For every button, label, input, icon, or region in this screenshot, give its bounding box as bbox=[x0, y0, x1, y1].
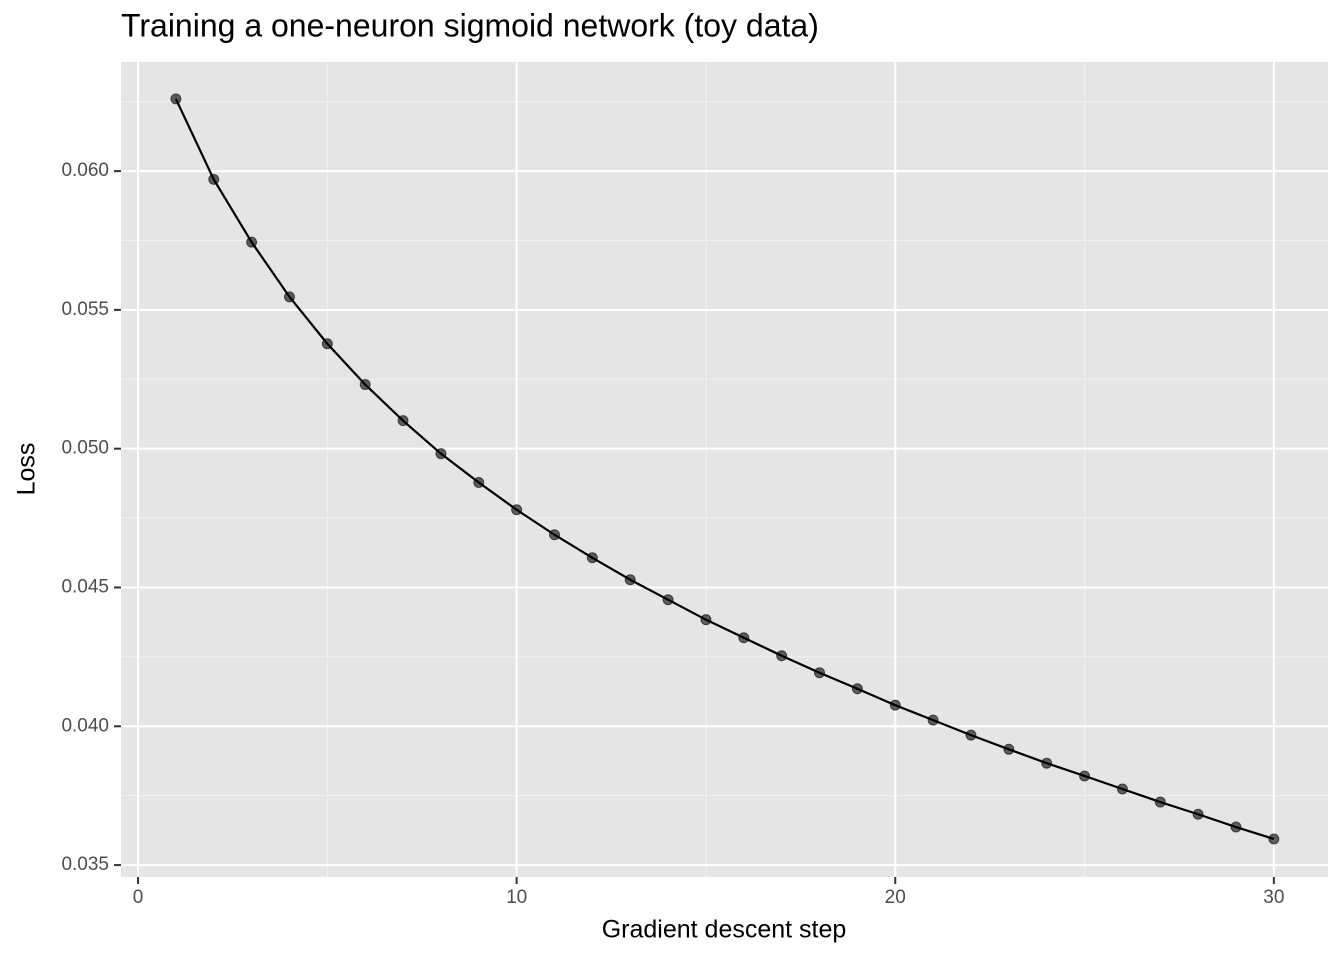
data-point bbox=[814, 667, 826, 679]
x-tick-label: 0 bbox=[133, 887, 144, 908]
x-axis-title: Gradient descent step bbox=[602, 916, 847, 944]
x-tick-label: 30 bbox=[1263, 887, 1284, 908]
data-point bbox=[435, 448, 447, 460]
data-point bbox=[359, 379, 371, 391]
data-point bbox=[1116, 783, 1128, 795]
data-point bbox=[927, 714, 939, 726]
data-point bbox=[700, 614, 712, 626]
data-point bbox=[473, 477, 485, 489]
data-point bbox=[1268, 833, 1280, 845]
data-point bbox=[586, 552, 598, 564]
data-point bbox=[1041, 757, 1053, 769]
x-tick-label: 10 bbox=[506, 887, 527, 908]
data-point bbox=[776, 650, 788, 662]
y-tick-label: 0.045 bbox=[61, 576, 109, 597]
y-axis-title: Loss bbox=[13, 443, 41, 496]
data-point bbox=[246, 236, 258, 248]
y-tick-label: 0.050 bbox=[61, 438, 109, 459]
data-point bbox=[511, 504, 523, 516]
data-point bbox=[170, 93, 182, 105]
data-point bbox=[1230, 821, 1242, 833]
data-point bbox=[208, 173, 220, 185]
panel bbox=[121, 62, 1328, 877]
data-point bbox=[738, 632, 750, 644]
data-point bbox=[662, 594, 674, 606]
data-point bbox=[283, 291, 295, 303]
data-point bbox=[1079, 770, 1091, 782]
chart-title: Training a one-neuron sigmoid network (t… bbox=[121, 7, 819, 43]
data-point bbox=[1003, 743, 1015, 755]
data-point bbox=[965, 729, 977, 741]
x-tick-label: 20 bbox=[885, 887, 906, 908]
data-point bbox=[624, 574, 636, 586]
data-point bbox=[397, 415, 409, 427]
data-point bbox=[889, 699, 901, 711]
y-tick-label: 0.040 bbox=[61, 715, 109, 736]
data-point bbox=[321, 338, 333, 350]
y-tick-label: 0.035 bbox=[61, 854, 109, 875]
y-tick-label: 0.055 bbox=[61, 299, 109, 320]
data-point bbox=[1192, 808, 1204, 820]
y-tick-label: 0.060 bbox=[61, 160, 109, 181]
data-point bbox=[549, 529, 561, 541]
data-point bbox=[851, 683, 863, 695]
data-point bbox=[1154, 796, 1166, 808]
series-line bbox=[174, 98, 1275, 841]
